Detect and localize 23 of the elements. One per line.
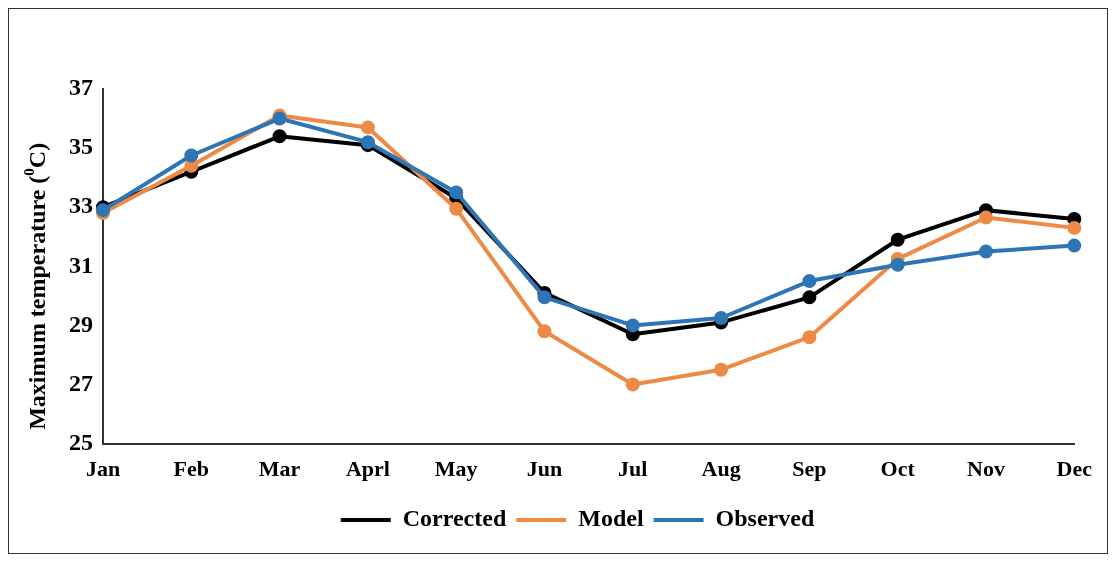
y-tick-label: 37 (69, 74, 93, 101)
x-tick-label: May (434, 456, 478, 482)
y-axis-title: Maximum temperature (0C) (20, 142, 51, 430)
x-tick-label: Jul (618, 456, 648, 482)
x-tick-label: Aprl (345, 456, 390, 482)
y-tick-label: 35 (69, 133, 93, 160)
y-tick-label: 33 (69, 192, 93, 219)
x-tick-label: Jan (85, 456, 121, 482)
legend-label: Corrected (402, 505, 507, 532)
y-tick-label: 27 (69, 369, 93, 396)
legend-label: Model (578, 505, 644, 532)
x-tick-label: Jun (526, 456, 563, 482)
x-tick-label: Sep (792, 456, 827, 482)
x-tick-label: Nov (967, 456, 1005, 482)
y-tick-label: 25 (69, 428, 93, 455)
x-tick-label: Aug (701, 456, 741, 482)
y-tick-label: 31 (69, 251, 93, 278)
x-tick-label: Oct (880, 456, 916, 482)
x-tick-label: Mar (258, 456, 301, 482)
legend-label: Observed (715, 505, 815, 532)
x-tick-label: Feb (173, 456, 210, 482)
x-tick-label: Dec (1056, 456, 1093, 482)
y-tick-label: 29 (69, 310, 93, 337)
